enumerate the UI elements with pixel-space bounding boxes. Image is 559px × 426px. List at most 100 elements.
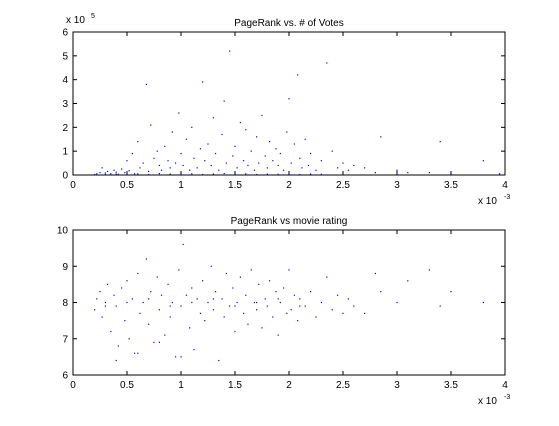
- chart-1-axes-box: [72, 31, 506, 176]
- chart-2-point: [236, 301, 238, 304]
- chart-2-y-tick-label: 9: [62, 262, 68, 273]
- chart-2-point: [106, 283, 109, 285]
- chart-2-point: [199, 312, 202, 314]
- chart-2-point: [245, 294, 247, 296]
- chart-1-point: [115, 173, 117, 175]
- chart-2-point: [223, 316, 225, 318]
- chart-2-point: [210, 265, 212, 267]
- chart-2-point: [299, 305, 301, 307]
- chart-2-point: [239, 276, 241, 278]
- chart-2-point: [310, 291, 312, 293]
- chart-1-point: [101, 167, 103, 169]
- chart-1-point: [126, 160, 128, 162]
- chart-2-point: [315, 316, 317, 318]
- chart-1-point: [137, 173, 139, 175]
- chart-2-x-tick-label: 2: [286, 380, 292, 391]
- chart-1-point: [110, 173, 112, 175]
- chart-1-point: [223, 100, 225, 102]
- chart-2-point: [196, 298, 198, 300]
- chart-1-point: [482, 160, 484, 162]
- chart-1-point: [171, 131, 173, 133]
- chart-1-point: [450, 173, 452, 175]
- chart-2-point: [153, 341, 155, 343]
- chart-1-point: [175, 162, 177, 164]
- chart-1-point: [236, 167, 238, 169]
- chart-2-point: [374, 272, 376, 275]
- chart-1-point: [243, 160, 245, 162]
- chart-1-point: [286, 131, 288, 133]
- chart-2-x-exponent-power: -3: [504, 394, 510, 401]
- chart-2-point: [275, 291, 277, 293]
- chart-1-y-exponent-base: x 10: [66, 15, 85, 26]
- chart-2-point: [104, 305, 106, 307]
- chart-1-x-exponent-base: x 10: [478, 196, 497, 207]
- chart-1-point: [158, 172, 160, 175]
- chart-2-point: [286, 312, 288, 314]
- chart-2-point: [268, 280, 271, 282]
- chart-1-point: [277, 173, 279, 175]
- chart-2-point: [331, 309, 333, 311]
- chart-1-x-tick-label: 0.5: [120, 180, 134, 191]
- chart-2-point: [297, 320, 299, 322]
- chart-2-point: [229, 305, 231, 307]
- chart-1-point: [290, 162, 292, 164]
- chart-1-x-tick-label: 2.5: [336, 180, 350, 191]
- chart-1-point: [299, 173, 301, 176]
- chart-2-point: [214, 291, 217, 293]
- chart-1-point: [320, 173, 322, 175]
- chart-2-point: [101, 316, 103, 318]
- chart-1-point: [331, 150, 333, 152]
- chart-2-point: [320, 301, 322, 304]
- chart-1-point: [245, 129, 247, 131]
- chart-1-point: [207, 143, 209, 145]
- chart-1-x-tick-label: 0: [70, 180, 76, 191]
- chart-2-x-tick-label: 0: [70, 380, 76, 391]
- chart-2-point: [169, 316, 171, 318]
- chart-2-point: [156, 276, 158, 278]
- chart-1-point: [133, 173, 136, 175]
- chart-1-point: [96, 173, 98, 175]
- chart-2-point: [185, 294, 187, 296]
- chart-1-point: [189, 169, 191, 171]
- chart-2-point: [342, 312, 344, 314]
- chart-1-x-tick-label: 1: [178, 180, 184, 191]
- chart-2-x-tick-label: 3.5: [444, 380, 458, 391]
- chart-1-x-tick-label: 4: [502, 180, 508, 191]
- chart-1-point: [117, 173, 119, 175]
- chart-1-point: [169, 173, 171, 175]
- chart-1-y-tick-label: 3: [62, 99, 68, 110]
- chart-1-point: [191, 126, 193, 128]
- chart-1-point: [199, 148, 202, 150]
- chart-2-point: [293, 294, 295, 296]
- chart-1-point: [167, 160, 169, 162]
- chart-1-point: [288, 173, 290, 175]
- chart-1-point: [380, 136, 382, 138]
- chart-1-point: [202, 173, 204, 176]
- chart-2-point: [290, 309, 292, 311]
- chart-2-point: [234, 305, 236, 307]
- chart-2-point: [353, 305, 355, 307]
- chart-2-point: [142, 301, 144, 304]
- chart-2-x-tick-label: 4: [502, 380, 508, 391]
- chart-2-x-tick-label: 1.5: [228, 380, 242, 391]
- chart-2-point: [191, 287, 193, 289]
- chart-1-point: [297, 74, 299, 76]
- chart-2-point: [439, 305, 441, 307]
- chart-1-point: [221, 133, 223, 136]
- chart-1-point: [212, 173, 214, 175]
- chart-1-point: [307, 164, 310, 167]
- chart-1-point: [268, 141, 271, 143]
- chart-2-point: [279, 301, 281, 304]
- chart-1-point: [153, 157, 155, 159]
- chart-2-point: [428, 269, 430, 271]
- chart-2-point: [148, 323, 150, 325]
- chart-1-point: [326, 62, 328, 64]
- chart-2-point: [121, 287, 123, 289]
- chart-2-title: PageRank vs movie rating: [231, 216, 348, 227]
- chart-1-title: PageRank vs. # of Votes: [234, 18, 344, 29]
- chart-2-point: [164, 334, 166, 336]
- chart-1-point: [180, 152, 182, 155]
- chart-2-point: [347, 298, 349, 300]
- chart-1-y-tick-label: 6: [62, 28, 68, 39]
